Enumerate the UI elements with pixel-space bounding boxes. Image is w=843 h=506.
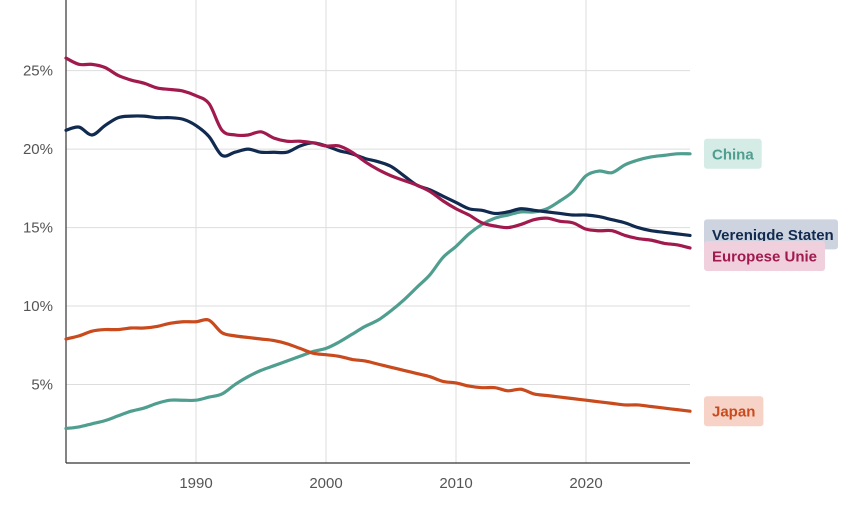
x-tick-label: 2000 [309,475,342,492]
legend-label-text: China [712,146,754,163]
axes [65,0,690,464]
y-gridlines [66,70,690,386]
y-tick-label: 10% [23,298,53,315]
legend-label-europese-unie: Europese Unie [704,240,826,271]
x-tick-labels: 1990 2000 2010 2020 [179,475,602,492]
legend-label-text: Europese Unie [712,248,817,265]
y-tick-label: 15% [23,220,53,237]
x-tick-label: 2020 [569,475,602,492]
legend-label-bg [704,240,826,271]
x-tick-label: 1990 [179,475,212,492]
series-line-verenigde-staten [64,114,692,238]
legend-label-text: Japan [712,404,755,421]
y-tick-label: 5% [31,377,53,394]
y-tick-label: 25% [23,63,53,80]
legend: China Verenigde Staten Europese Unie Japan [704,138,838,427]
series-line-europese-unie [64,56,692,250]
legend-label-bg [704,396,764,427]
legend-label-japan: Japan [704,396,764,427]
series-lines [64,56,692,431]
legend-label-china: China [704,138,762,169]
x-tick-label: 2010 [439,475,472,492]
y-tick-label: 20% [23,141,53,158]
x-gridlines [195,0,587,463]
series-line-japan [64,318,692,413]
legend-label-text: Verenigde Staten [712,227,834,244]
legend-label-bg [704,138,762,169]
y-tick-labels: 5% 10% 15% 20% 25% [23,63,53,394]
series-line-china [64,152,692,431]
